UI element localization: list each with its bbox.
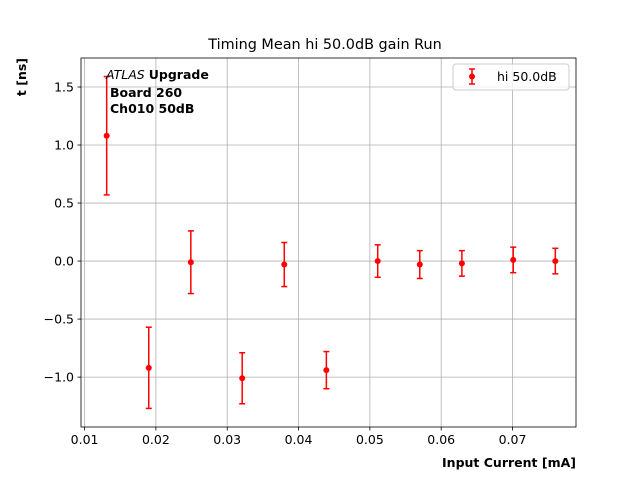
legend-label: hi 50.0dB <box>497 69 557 84</box>
grid-layer <box>81 58 576 427</box>
x-tick-label: 0.04 <box>285 432 313 447</box>
x-tick-label: 0.06 <box>427 432 455 447</box>
data-point <box>374 258 381 265</box>
y-tick-label: 1.5 <box>54 80 74 95</box>
x-tick-label: 0.02 <box>142 432 170 447</box>
x-tick-label: 0.03 <box>213 432 241 447</box>
y-axis-label: t [ns] <box>14 58 29 96</box>
chart-title: Timing Mean hi 50.0dB gain Run <box>207 37 442 53</box>
atlas-label-line1: ATLAS Upgrade <box>105 67 209 82</box>
y-tick-label: −0.5 <box>44 312 74 327</box>
data-point <box>416 261 423 268</box>
x-axis-label: Input Current [mA] <box>442 455 576 470</box>
atlas-label-line2: Board 260 <box>110 85 182 100</box>
data-point <box>281 261 288 268</box>
data-point <box>552 258 559 265</box>
data-point <box>103 132 110 139</box>
data-point <box>187 259 194 266</box>
y-tick-label: 0.5 <box>54 196 74 211</box>
tick-layer: 0.01 0.02 0.03 0.04 0.05 0.06 0.07 −1.0 −0.5 0.0 0… <box>44 80 527 447</box>
data-point <box>323 367 330 374</box>
x-tick-label: 0.01 <box>71 432 99 447</box>
x-tick-label: 0.07 <box>499 432 527 447</box>
data-point <box>458 260 465 267</box>
atlas-word: ATLAS <box>105 67 145 82</box>
atlas-annotation: ATLAS Upgrade Board 260 Ch010 50dB <box>105 67 209 116</box>
legend: hi 50.0dB <box>452 63 570 91</box>
data-point <box>145 364 152 371</box>
upgrade-word: Upgrade <box>149 67 209 82</box>
atlas-label-line3: Ch010 50dB <box>110 101 194 116</box>
data-point <box>510 256 517 263</box>
y-tick-label: 0.0 <box>54 254 74 269</box>
legend-box <box>452 63 570 91</box>
data-layer <box>103 75 559 410</box>
axes-frame <box>80 57 577 428</box>
x-tick-label: 0.05 <box>356 432 384 447</box>
y-tick-label: −1.0 <box>44 370 74 385</box>
data-point <box>239 375 246 382</box>
legend-marker <box>469 73 475 80</box>
y-tick-label: 1.0 <box>54 138 74 153</box>
